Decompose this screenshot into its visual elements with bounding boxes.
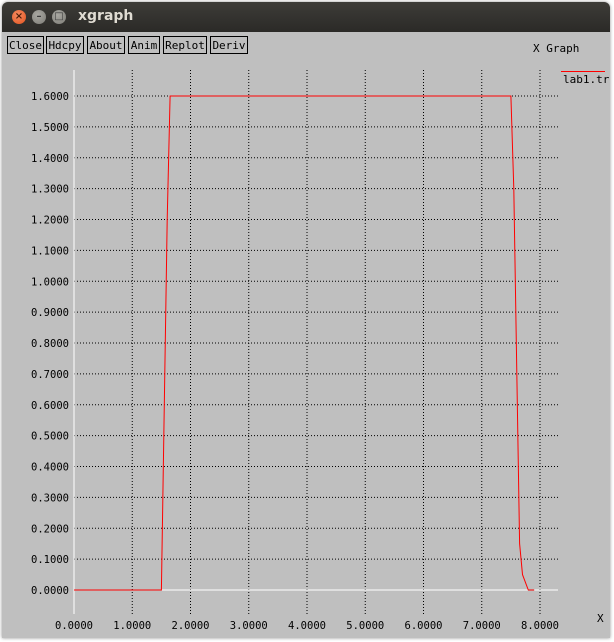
x-tick-label: 8.0000 [521, 620, 559, 632]
y-tick-label: 0.2000 [31, 523, 69, 535]
y-tick-label: 0.5000 [31, 431, 69, 443]
deriv-button[interactable]: Deriv [210, 36, 248, 54]
window-title: xgraph [78, 8, 134, 24]
anim-button[interactable]: Anim [128, 36, 160, 54]
y-tick-label: 0.1000 [31, 554, 69, 566]
x-tick-label: 5.0000 [346, 620, 384, 632]
y-tick-label: 0.7000 [31, 369, 69, 381]
legend-line-lab1 [561, 71, 605, 72]
series-line-lab1-tr [74, 95, 535, 591]
y-tick-label: 1.3000 [31, 184, 69, 196]
y-tick-label: 1.4000 [31, 153, 69, 165]
y-tick-label: 1.6000 [31, 91, 69, 103]
x-tick-label: 4.0000 [288, 620, 326, 632]
graph-title: X Graph [533, 42, 580, 55]
x-tick-label: 2.0000 [172, 620, 210, 632]
about-button[interactable]: About [87, 36, 125, 54]
x-tick-label: 1.0000 [113, 620, 151, 632]
y-tick-label: 1.0000 [31, 276, 69, 288]
y-tick-label: 1.5000 [31, 122, 69, 134]
y-tick-label: 0.0000 [31, 585, 69, 597]
title-bar: × – □ xgraph [2, 2, 610, 32]
replot-button[interactable]: Replot [163, 36, 207, 54]
y-tick-label: 0.3000 [31, 492, 69, 504]
hdcpy-button[interactable]: Hdcpy [46, 36, 84, 54]
x-tick-label: 0.0000 [55, 620, 93, 632]
x-tick-label: 6.0000 [405, 620, 443, 632]
y-tick-label: 1.1000 [31, 245, 69, 257]
y-tick-label: 0.6000 [31, 400, 69, 412]
close-button[interactable]: Close [7, 36, 44, 54]
y-tick-label: 0.8000 [31, 338, 69, 350]
maximize-window-icon[interactable]: □ [52, 10, 66, 24]
x-axis-name: X [597, 612, 604, 625]
minimize-window-icon[interactable]: – [32, 10, 46, 24]
y-tick-label: 0.4000 [31, 462, 69, 474]
y-tick-label: 0.9000 [31, 307, 69, 319]
x-tick-label: 7.0000 [463, 620, 501, 632]
close-window-icon[interactable]: × [12, 10, 26, 24]
legend-label-lab1: lab1.tr [563, 73, 610, 86]
y-tick-label: 1.2000 [31, 215, 69, 227]
x-tick-label: 3.0000 [230, 620, 268, 632]
